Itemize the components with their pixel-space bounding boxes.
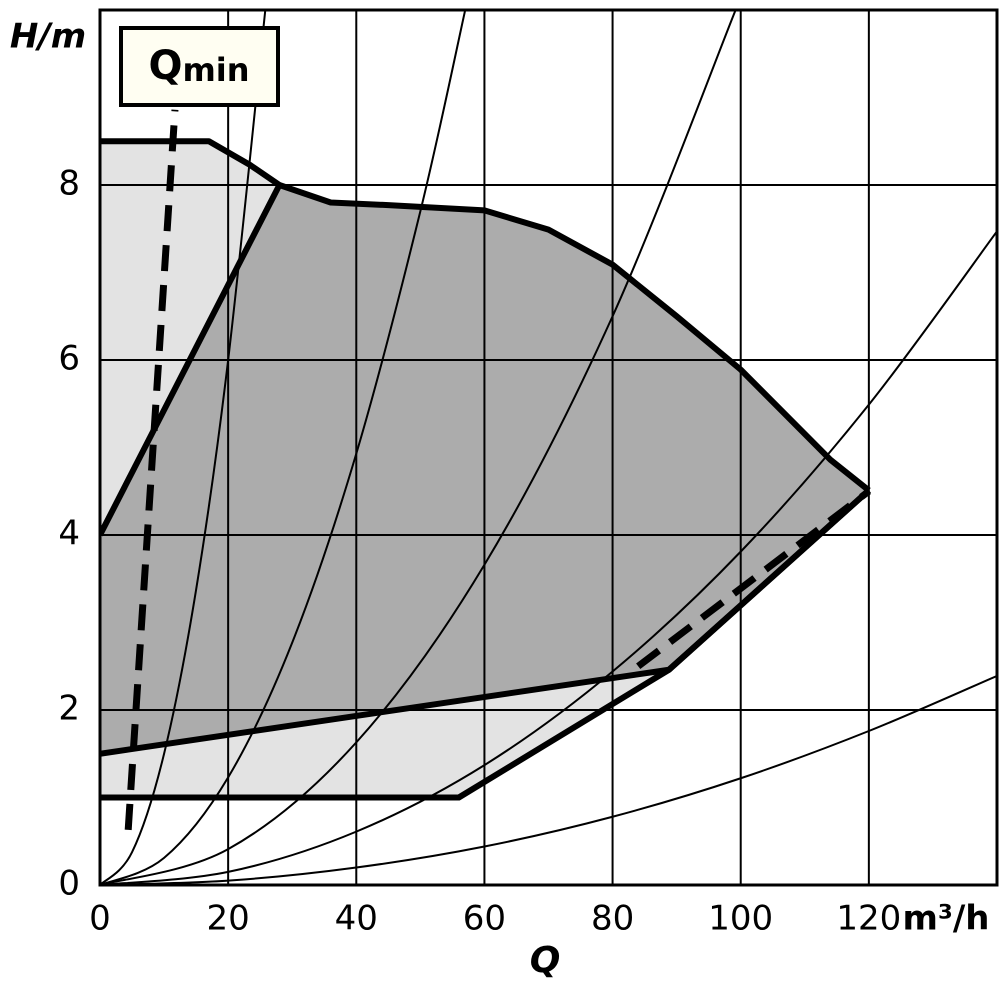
system-curve: [100, 674, 997, 885]
qmin-sub: min: [182, 51, 249, 89]
system-curve: [100, 10, 467, 885]
system-curve: [100, 10, 737, 885]
lines: [100, 10, 997, 885]
qmin-label: Qmin: [119, 26, 280, 107]
x-tick-label: 0: [89, 899, 111, 939]
x-tick-label: 60: [463, 899, 506, 939]
y-tick-label: 0: [58, 864, 80, 904]
x-tick-label: 20: [207, 899, 250, 939]
x-axis-label: Q: [530, 940, 561, 981]
x-tick-label: 40: [335, 899, 378, 939]
y-tick-label: 2: [58, 689, 80, 729]
pump-curve: [100, 488, 871, 801]
grid: [99, 10, 997, 886]
y-tick-label: 4: [58, 514, 80, 554]
y-axis-label: H/m: [10, 17, 86, 57]
x-tick-label: 80: [591, 899, 634, 939]
plot-frame: [98, 8, 999, 887]
x-unit: m³/h: [903, 899, 990, 939]
pump-curve: [100, 183, 283, 537]
qmin-main: Q: [148, 43, 182, 89]
x-tick-label: 100: [708, 899, 773, 939]
qmin-text: Qmin: [148, 43, 249, 89]
x-tick-label: 120: [836, 899, 901, 939]
system-curve: [100, 10, 267, 885]
qmin-box: [119, 26, 280, 107]
qmin-line: [636, 488, 871, 670]
y-tick-label: 8: [58, 164, 80, 204]
qmin-line: [124, 109, 179, 831]
y-tick-label: 6: [58, 339, 80, 379]
pump-curve: [100, 138, 871, 493]
system-curve: [100, 230, 997, 885]
